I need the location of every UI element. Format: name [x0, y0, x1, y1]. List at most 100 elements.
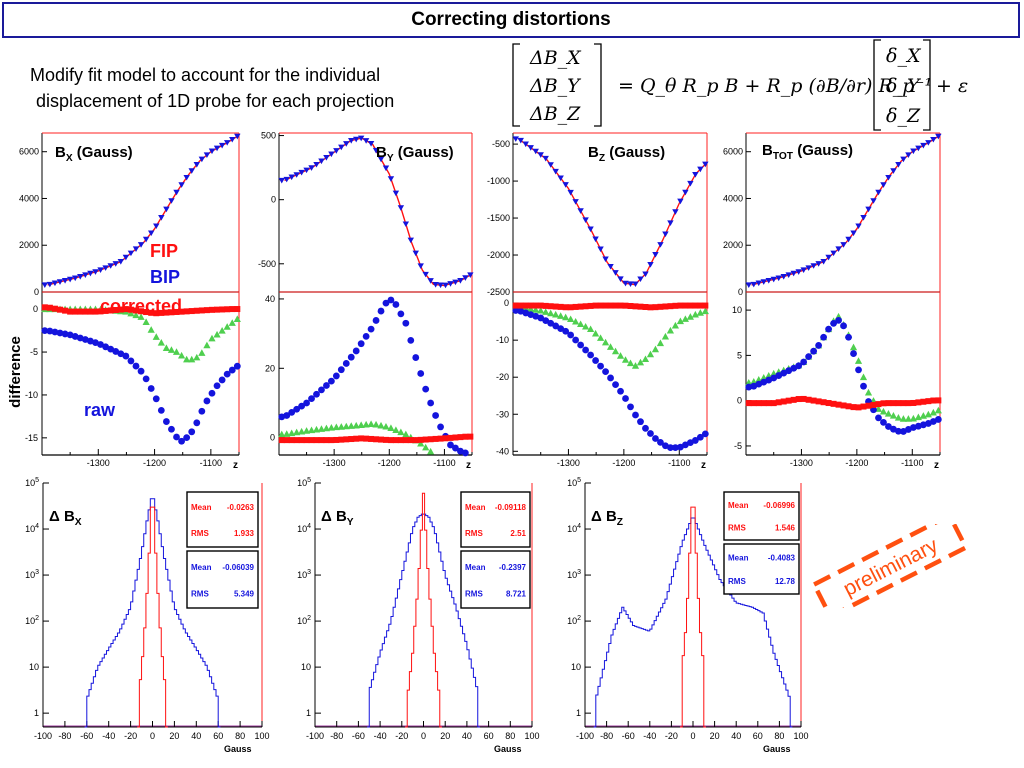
panel-dx-corrected-point [67, 308, 74, 315]
panel-dx-model-point [142, 318, 150, 326]
lhs-by: ΔB_Y [529, 75, 582, 97]
panel-dz-model-point [512, 303, 520, 310]
hist-hz-xtick: -20 [665, 731, 678, 741]
panel-bz-bip-point [562, 182, 569, 188]
panel-by-bip-point [298, 169, 305, 176]
panel-dtot-model-point [745, 378, 753, 386]
panel-by-bip-point [407, 237, 414, 244]
panel-dtot-model-point [820, 333, 828, 341]
panel-dz-raw-point [612, 381, 619, 389]
panel-dz-xtick: -1100 [668, 458, 690, 468]
panel-by-bip-point [357, 135, 365, 142]
panel-bx-bip-point [229, 136, 236, 143]
panel-dx-model-point [233, 315, 241, 323]
panel-dy-corrected-point [308, 437, 315, 444]
panel-dx-raw-point [203, 397, 211, 405]
panel-dtot-xtick: -1300 [790, 458, 813, 468]
panel-dz-corrected-point [637, 303, 644, 310]
panel-dx-raw-point [198, 407, 206, 415]
hist-hz-xtick: -100 [576, 731, 594, 741]
panel-dy-model-point [312, 425, 321, 433]
panel-btot-bip-point [900, 156, 907, 163]
panel-dx-raw-point [56, 329, 64, 337]
panel-dx-model-point [228, 319, 236, 326]
panel-dy-corrected-point [397, 437, 404, 444]
panel-by-bip-point [457, 278, 464, 284]
hist-hz-xtick: -80 [600, 731, 613, 741]
panel-dz-corrected-point [557, 303, 564, 310]
panel-dtot-model-point [869, 397, 878, 404]
panel-dy-corrected-point [313, 437, 320, 444]
panel-dz-raw-point [592, 357, 599, 364]
panel-btot-bip-point [870, 198, 877, 204]
panel-dtot-raw-point [755, 380, 763, 388]
panel-dy-raw-point [402, 319, 410, 327]
panel-dy-model-point [283, 430, 291, 437]
panel-dy-raw-point [278, 413, 286, 421]
hist-hx-xtick: 20 [169, 731, 179, 741]
panel-dz-model-point [701, 307, 709, 315]
panel-dz-corrected-point [532, 302, 539, 309]
panel-dx-model-point [213, 330, 221, 338]
panel-dtot-raw-point [785, 367, 793, 375]
panel-dz-corrected-point [647, 304, 654, 311]
panel-dy-corrected-point [392, 437, 399, 444]
panel-dx-model-point [56, 305, 64, 313]
panel-dy-model-point [407, 433, 415, 441]
panel-dx-raw-point [188, 428, 196, 436]
panel-dtot-corrected-point [770, 400, 777, 407]
panel-dtot-raw-point [860, 382, 867, 390]
panel-dy-raw-point [461, 449, 469, 457]
hist-hy-ytick: 104 [297, 523, 311, 534]
panel-dtot-model-point [839, 321, 848, 328]
hist-hx-xtick: 0 [150, 731, 155, 741]
panel-dz-corrected-point [632, 303, 639, 310]
panel-dtot-ytick: 10 [732, 305, 742, 315]
panel-dy-corrected-point [407, 437, 414, 444]
hist-hx-ytick: 104 [25, 523, 39, 534]
panel-by-bip-point [362, 138, 370, 144]
panel-dx-model-point [157, 339, 165, 346]
panel-bz-bip-point [572, 199, 579, 205]
panel-dtot-corrected-point [905, 400, 912, 407]
panel-dz-ytick: 0 [504, 298, 509, 308]
panel-bx-bip-point [213, 145, 221, 152]
panel-by-bip-point [427, 278, 434, 284]
panel-bx-bip-point [203, 152, 211, 158]
panel-by-bip-point [447, 281, 454, 287]
panel-btot-bip-point [855, 223, 862, 230]
panel-dy-corrected-point [373, 436, 380, 443]
panel-dx-model-point [172, 348, 181, 355]
panel-bz-bip-point [652, 252, 659, 258]
panel-dz-model-point [621, 356, 630, 363]
panel-dx-raw-point [107, 345, 115, 353]
panel-dy-model-point [298, 427, 306, 435]
panel-dx-model-point [152, 333, 160, 340]
panel-dx-model-point [102, 306, 110, 313]
panel-dx-raw-point [228, 366, 236, 374]
panel-dy-raw-point [372, 317, 380, 324]
panel-bz-bip-point [517, 137, 524, 144]
panel-dtot-model-point [815, 341, 823, 349]
panel-dtot-corrected-point [815, 398, 822, 405]
panel-dy-model-point [382, 422, 390, 430]
panel-dx-corrected-point [198, 307, 205, 314]
panel-bx-bip-point [153, 223, 160, 230]
panel-by-bip-point [343, 141, 350, 147]
panel-dz-model-point [552, 310, 560, 318]
panel-dy-corrected-point [457, 434, 464, 441]
rhs-tail: + ε [936, 75, 968, 97]
panel-by-bip-point [293, 172, 300, 178]
panel-dx-corrected-point [57, 306, 64, 313]
hist-hz-wide-rms: 12.78 [775, 577, 796, 586]
panel-dx-raw-point [233, 362, 241, 370]
panel-dy-corrected-point [432, 435, 439, 442]
panel-dz-model-point [636, 358, 645, 366]
lhs-bx: ΔB_X [529, 47, 582, 69]
panel-dy-corrected-point [278, 437, 285, 444]
panel-dy-raw-point [347, 353, 355, 361]
panel-bz-bip-point [682, 189, 689, 196]
panel-dz-model-point [676, 317, 684, 325]
panel-dtot-corrected-point [850, 404, 857, 411]
panel-btot-bip-point [790, 270, 797, 277]
